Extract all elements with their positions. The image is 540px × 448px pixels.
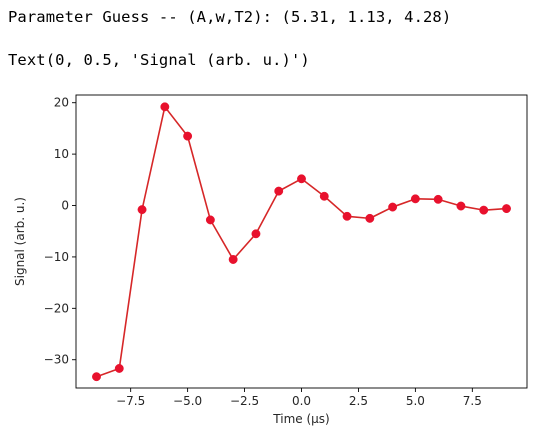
- data-point: [319, 191, 329, 201]
- data-point: [114, 364, 124, 373]
- y-tick-label: 10: [54, 147, 69, 161]
- plot-frame: [75, 94, 528, 389]
- signal-time-chart: −7.5 −5.0 −2.5 0.0 2.5 5.0 7.5 −30 −20 −10 0 10 20 T…: [13, 94, 528, 426]
- data-point: [228, 255, 238, 264]
- y-tick-label: −10: [44, 250, 69, 264]
- parameter-guess-output: Parameter Guess -- (A,w,T2): (5.31, 1.13…: [8, 8, 452, 26]
- x-tick-label: −7.5: [116, 394, 145, 408]
- x-tick-label: −5.0: [173, 394, 202, 408]
- y-tick-label: −20: [44, 301, 69, 315]
- y-axis-label: Signal (arb. u.): [13, 197, 27, 286]
- data-point: [456, 201, 466, 211]
- data-point: [388, 202, 398, 212]
- data-point: [502, 204, 511, 214]
- data-point: [205, 215, 215, 225]
- data-point: [251, 229, 261, 239]
- data-point: [297, 174, 306, 184]
- x-tick-label: −2.5: [230, 394, 259, 408]
- series-line: [96, 106, 507, 378]
- y-tick-label: 0: [61, 199, 69, 213]
- data-point: [410, 194, 420, 204]
- data-point: [342, 211, 352, 221]
- x-axis-label: Time (μs): [272, 412, 329, 426]
- data-point: [479, 205, 489, 215]
- x-tick-label: 5.0: [406, 394, 425, 408]
- data-point: [365, 213, 375, 223]
- y-tick-label: −30: [44, 353, 69, 367]
- x-tick-label: 0.0: [292, 394, 311, 408]
- data-point: [92, 372, 101, 382]
- data-point: [274, 186, 284, 196]
- x-tick-label: 7.5: [463, 394, 482, 408]
- y-tick-label: 20: [54, 96, 69, 110]
- data-point: [183, 131, 193, 141]
- plot-layer: −7.5 −5.0 −2.5 0.0 2.5 5.0 7.5 −30 −20 −10 0 10 20: [44, 94, 528, 408]
- x-tick-label: 2.5: [349, 394, 368, 408]
- data-point: [160, 102, 170, 112]
- data-point: [433, 194, 443, 204]
- text-repr-output: Text(0, 0.5, 'Signal (arb. u.)'): [8, 51, 310, 69]
- data-point: [137, 205, 147, 215]
